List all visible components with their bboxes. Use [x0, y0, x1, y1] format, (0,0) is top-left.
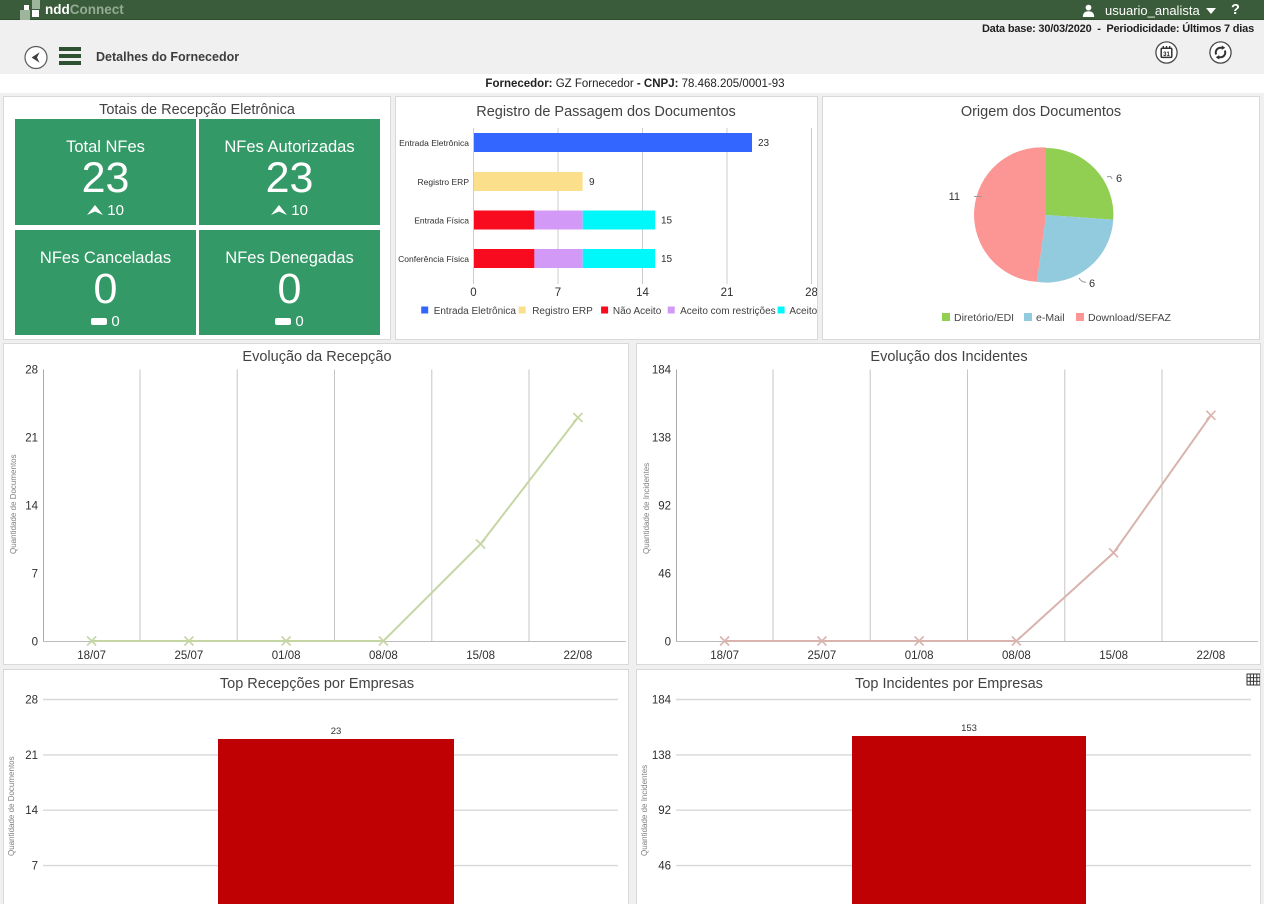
svg-text:18/07: 18/07 — [77, 650, 106, 662]
svg-text:25/07: 25/07 — [808, 650, 837, 662]
svg-text:7: 7 — [32, 861, 38, 873]
svg-text:23: 23 — [758, 138, 770, 149]
svg-text:18/07: 18/07 — [710, 650, 739, 662]
svg-text:25/07: 25/07 — [175, 650, 204, 662]
svg-text:Evolução dos Incidentes: Evolução dos Incidentes — [870, 349, 1027, 365]
svg-text:Entrada Física: Entrada Física — [414, 216, 469, 226]
svg-text:Evolução da Recepção: Evolução da Recepção — [242, 349, 391, 365]
svg-text:9: 9 — [589, 177, 595, 188]
svg-text:Aceito: Aceito — [789, 306, 817, 317]
svg-text:0: 0 — [665, 637, 671, 649]
svg-text:21: 21 — [25, 750, 38, 762]
svg-text:14: 14 — [636, 287, 649, 299]
svg-text:28: 28 — [25, 365, 38, 377]
svg-text:Registro ERP: Registro ERP — [418, 177, 470, 187]
svg-text:14: 14 — [25, 501, 38, 513]
svg-text:28: 28 — [25, 695, 38, 707]
svg-text:22/08: 22/08 — [564, 650, 593, 662]
svg-text:15: 15 — [661, 216, 673, 227]
svg-text:184: 184 — [652, 365, 672, 377]
svg-text:Top Recepções por Empresas: Top Recepções por Empresas — [220, 676, 414, 692]
svg-text:23: 23 — [331, 726, 342, 737]
svg-text:0: 0 — [470, 287, 476, 299]
svg-text:21: 21 — [25, 433, 38, 445]
svg-text:e-Mail: e-Mail — [1036, 312, 1065, 324]
svg-text:6: 6 — [1089, 278, 1095, 290]
svg-text:184: 184 — [652, 695, 672, 707]
svg-text:153: 153 — [961, 723, 977, 734]
svg-text:Quantidade de Incidentes: Quantidade de Incidentes — [642, 463, 651, 554]
svg-text:Diretório/EDI: Diretório/EDI — [954, 312, 1014, 324]
svg-text:Entrada Eletrônica: Entrada Eletrônica — [399, 138, 469, 148]
svg-text:14: 14 — [25, 805, 38, 817]
svg-text:138: 138 — [652, 750, 671, 762]
svg-text:22/08: 22/08 — [1197, 650, 1226, 662]
svg-text:92: 92 — [658, 805, 671, 817]
svg-text:46: 46 — [658, 569, 671, 581]
svg-text:08/08: 08/08 — [369, 650, 398, 662]
svg-text:0: 0 — [32, 637, 38, 649]
svg-text:Download/SEFAZ: Download/SEFAZ — [1088, 312, 1171, 324]
svg-text:Entrada Eletrônica: Entrada Eletrônica — [434, 306, 517, 317]
svg-text:Quantidade de Documentos: Quantidade de Documentos — [9, 454, 18, 554]
svg-text:46: 46 — [658, 861, 671, 873]
svg-text:Registro ERP: Registro ERP — [532, 306, 593, 317]
svg-text:7: 7 — [32, 569, 38, 581]
svg-text:11: 11 — [949, 191, 960, 203]
svg-text:31: 31 — [1163, 52, 1170, 58]
svg-text:01/08: 01/08 — [905, 650, 934, 662]
svg-text:92: 92 — [658, 501, 671, 513]
svg-text:6: 6 — [1116, 173, 1122, 185]
svg-text:Conferência Física: Conferência Física — [398, 254, 469, 264]
svg-text:Aceito com restrições: Aceito com restrições — [680, 306, 776, 317]
svg-text:21: 21 — [721, 287, 734, 299]
svg-text:Não Aceito: Não Aceito — [613, 306, 662, 317]
svg-text:15: 15 — [661, 254, 673, 265]
svg-text:Quantidade de Documentos: Quantidade de Documentos — [7, 756, 16, 856]
svg-text:Registro de Passagem dos Docum: Registro de Passagem dos Documentos — [476, 104, 736, 120]
svg-text:08/08: 08/08 — [1002, 650, 1031, 662]
svg-text:Quantidade de Incidentes: Quantidade de Incidentes — [640, 765, 649, 856]
svg-text:15/08: 15/08 — [1099, 650, 1128, 662]
svg-text:15/08: 15/08 — [466, 650, 495, 662]
svg-text:28: 28 — [805, 287, 817, 299]
svg-text:138: 138 — [652, 433, 671, 445]
svg-text:01/08: 01/08 — [272, 650, 301, 662]
svg-text:Top Incidentes por Empresas: Top Incidentes por Empresas — [855, 676, 1043, 692]
svg-text:Origem dos Documentos: Origem dos Documentos — [961, 104, 1121, 120]
svg-text:7: 7 — [555, 287, 561, 299]
